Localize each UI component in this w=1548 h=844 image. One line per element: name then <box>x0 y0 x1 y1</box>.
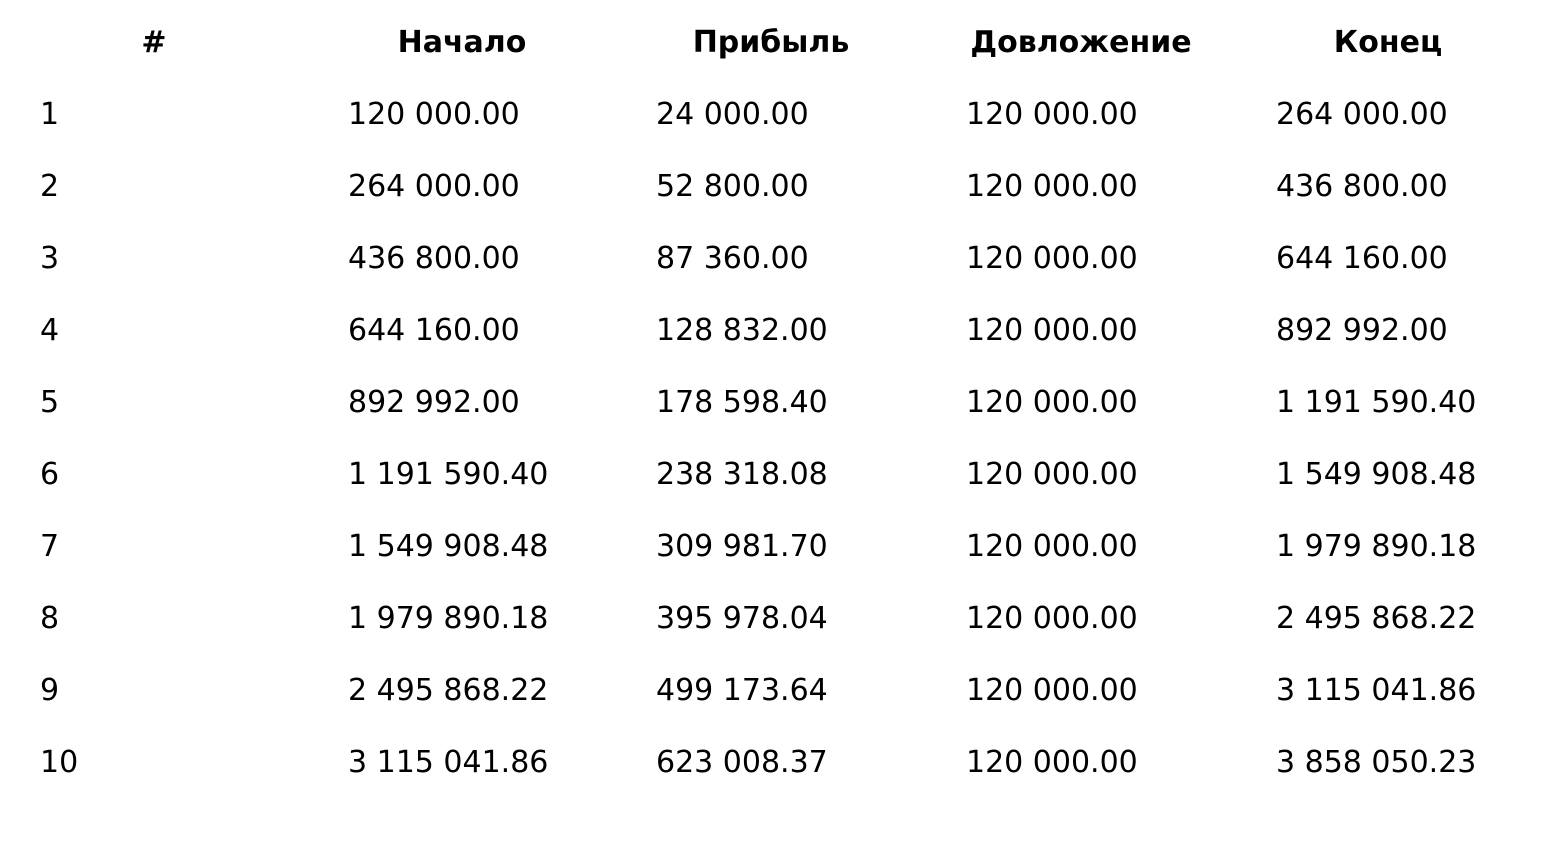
cell-additional-investment: 120 000.00 <box>966 312 1138 348</box>
cell-number: 5 <box>40 384 60 420</box>
cell-start: 3 115 041.86 <box>348 744 549 780</box>
cell-number: 10 <box>40 744 79 780</box>
cell-additional-investment: 120 000.00 <box>966 600 1138 636</box>
cell-start: 1 549 908.48 <box>348 528 549 564</box>
table-row: 2 264 000.00 52 800.00 120 000.00 436 80… <box>0 150 1540 222</box>
cell-start: 892 992.00 <box>348 384 520 420</box>
cell-profit: 87 360.00 <box>656 240 809 276</box>
cell-additional-investment: 120 000.00 <box>966 744 1138 780</box>
header-number: # <box>141 24 167 60</box>
cell-profit: 395 978.04 <box>656 600 828 636</box>
cell-start: 264 000.00 <box>348 168 520 204</box>
cell-profit: 499 173.64 <box>656 672 828 708</box>
cell-profit: 128 832.00 <box>656 312 828 348</box>
cell-start: 1 191 590.40 <box>348 456 549 492</box>
cell-start: 1 979 890.18 <box>348 600 549 636</box>
cell-end: 2 495 868.22 <box>1276 600 1477 636</box>
cell-number: 3 <box>40 240 60 276</box>
cell-number: 6 <box>40 456 60 492</box>
cell-number: 7 <box>40 528 60 564</box>
table-row: 9 2 495 868.22 499 173.64 120 000.00 3 1… <box>0 654 1540 726</box>
cell-end: 436 800.00 <box>1276 168 1448 204</box>
table-row: 3 436 800.00 87 360.00 120 000.00 644 16… <box>0 222 1540 294</box>
table-row: 7 1 549 908.48 309 981.70 120 000.00 1 9… <box>0 510 1540 582</box>
cell-profit: 309 981.70 <box>656 528 828 564</box>
cell-profit: 623 008.37 <box>656 744 828 780</box>
table-body: 1 120 000.00 24 000.00 120 000.00 264 00… <box>0 78 1540 798</box>
cell-start: 2 495 868.22 <box>348 672 549 708</box>
cell-additional-investment: 120 000.00 <box>966 96 1138 132</box>
header-additional-investment: Довложение <box>970 24 1192 60</box>
cell-start: 644 160.00 <box>348 312 520 348</box>
cell-profit: 24 000.00 <box>656 96 809 132</box>
header-profit: Прибыль <box>692 24 850 60</box>
table-row: 10 3 115 041.86 623 008.37 120 000.00 3 … <box>0 726 1540 798</box>
cell-number: 4 <box>40 312 60 348</box>
cell-number: 9 <box>40 672 60 708</box>
cell-additional-investment: 120 000.00 <box>966 672 1138 708</box>
cell-profit: 178 598.40 <box>656 384 828 420</box>
cell-additional-investment: 120 000.00 <box>966 168 1138 204</box>
cell-end: 644 160.00 <box>1276 240 1448 276</box>
cell-end: 3 858 050.23 <box>1276 744 1477 780</box>
cell-start: 120 000.00 <box>348 96 520 132</box>
cell-additional-investment: 120 000.00 <box>966 456 1138 492</box>
header-row: # Начало Прибыль Довложение Конец <box>0 6 1540 78</box>
cell-profit: 52 800.00 <box>656 168 809 204</box>
investment-schedule-table: # Начало Прибыль Довложение Конец 1 120 … <box>0 6 1540 798</box>
table-row: 8 1 979 890.18 395 978.04 120 000.00 2 4… <box>0 582 1540 654</box>
cell-end: 1 549 908.48 <box>1276 456 1477 492</box>
cell-end: 3 115 041.86 <box>1276 672 1477 708</box>
table-row: 1 120 000.00 24 000.00 120 000.00 264 00… <box>0 78 1540 150</box>
cell-end: 1 979 890.18 <box>1276 528 1477 564</box>
cell-additional-investment: 120 000.00 <box>966 528 1138 564</box>
cell-end: 892 992.00 <box>1276 312 1448 348</box>
cell-additional-investment: 120 000.00 <box>966 384 1138 420</box>
table-row: 6 1 191 590.40 238 318.08 120 000.00 1 5… <box>0 438 1540 510</box>
table-row: 5 892 992.00 178 598.40 120 000.00 1 191… <box>0 366 1540 438</box>
cell-number: 8 <box>40 600 60 636</box>
table-header: # Начало Прибыль Довложение Конец <box>0 6 1540 78</box>
header-start: Начало <box>397 24 527 60</box>
cell-end: 264 000.00 <box>1276 96 1448 132</box>
cell-profit: 238 318.08 <box>656 456 828 492</box>
table-row: 4 644 160.00 128 832.00 120 000.00 892 9… <box>0 294 1540 366</box>
cell-number: 2 <box>40 168 60 204</box>
cell-number: 1 <box>40 96 60 132</box>
header-end: Конец <box>1333 24 1443 60</box>
cell-end: 1 191 590.40 <box>1276 384 1477 420</box>
cell-additional-investment: 120 000.00 <box>966 240 1138 276</box>
cell-start: 436 800.00 <box>348 240 520 276</box>
